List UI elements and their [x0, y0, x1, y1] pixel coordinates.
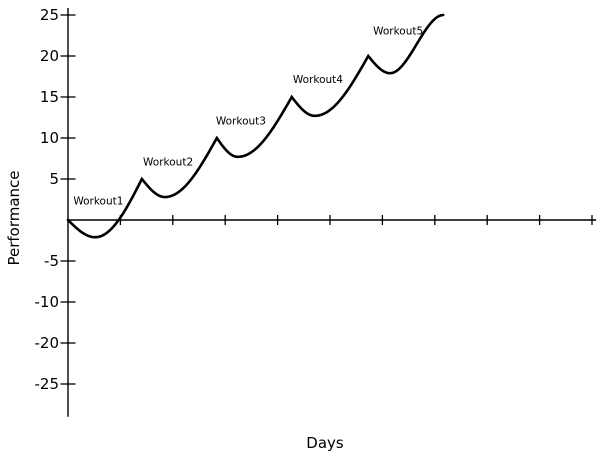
- y-tick-label: -25: [35, 375, 60, 393]
- performance-curve: [66, 13, 445, 239]
- y-tick-label: 25: [40, 6, 59, 24]
- y-tick-label: -20: [35, 334, 60, 352]
- y-tick-label: -10: [35, 293, 60, 311]
- annotation-workout5: Workout5: [373, 25, 423, 37]
- y-tick-label: 5: [49, 170, 59, 188]
- y-tick-label: -5: [44, 252, 59, 270]
- y-tick-label: 20: [40, 47, 59, 65]
- annotation-workout3: Workout3: [216, 116, 266, 128]
- x-axis-title: Days: [306, 434, 344, 452]
- annotation-workout2: Workout2: [143, 157, 193, 169]
- y-tick-label: 15: [40, 88, 59, 106]
- y-axis-title: Performance: [5, 170, 23, 266]
- annotation-workout4: Workout4: [293, 74, 343, 86]
- annotation-workout1: Workout1: [73, 196, 123, 208]
- y-tick-label: 10: [40, 129, 59, 147]
